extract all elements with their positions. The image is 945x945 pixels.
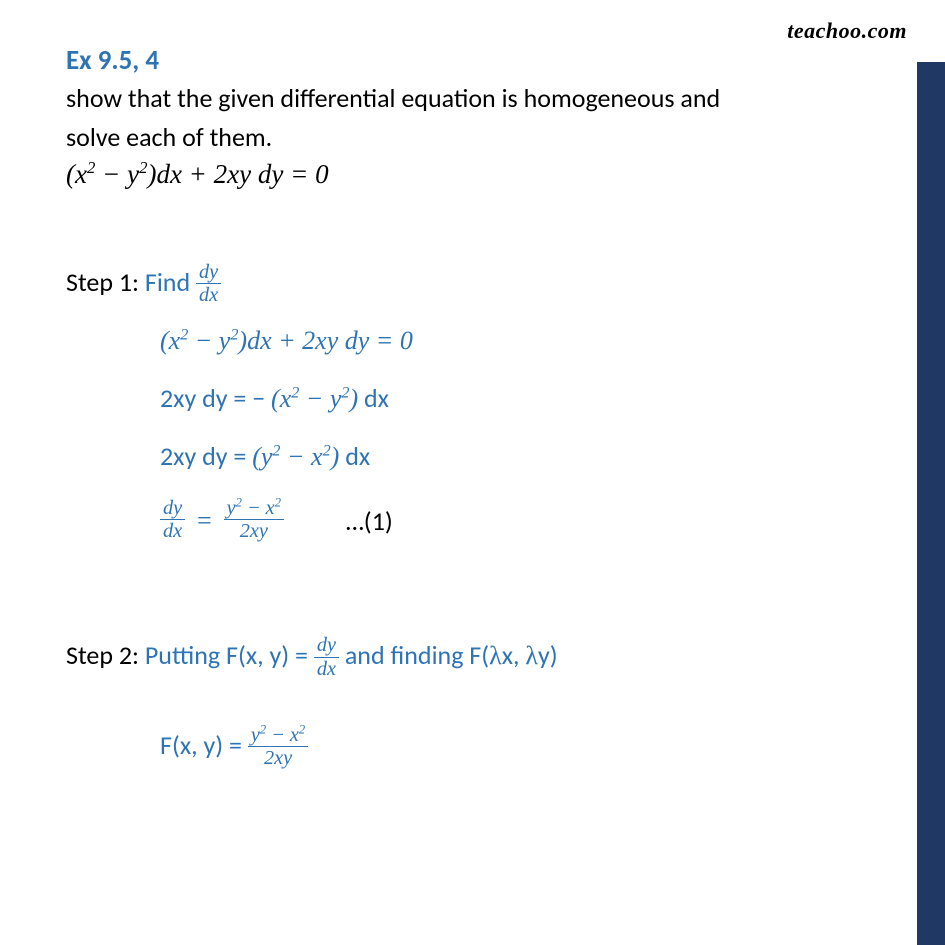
frac-den: dx xyxy=(196,283,221,307)
eq-part: ) xyxy=(349,384,358,413)
fxy-pre: F(x, y) = xyxy=(160,729,248,761)
step2-text: and finding F( xyxy=(339,639,489,671)
main-equation: (x2 − y2)dx + 2xy dy = 0 xyxy=(66,159,885,190)
lambda-symbol: λ xyxy=(489,641,502,670)
eq-pre: 2xy dy = xyxy=(160,440,252,472)
frac-den: dx xyxy=(314,657,339,681)
step2-text: y) xyxy=(538,639,558,671)
frac-num: y2 − x2 xyxy=(248,725,308,746)
eq-part: (x xyxy=(271,384,291,413)
step-label: Step 2: xyxy=(66,639,145,671)
lambda-symbol: λ xyxy=(525,641,538,670)
dy-dx-fraction: dy dx xyxy=(196,262,221,308)
eq-part: )dx + 2xy dy = 0 xyxy=(238,326,412,355)
eq-part: − x xyxy=(280,442,322,471)
eq-part: − y xyxy=(188,326,230,355)
eq-part: − y xyxy=(95,159,139,189)
intro-line-1: show that the given differential equatio… xyxy=(66,81,885,116)
dy-dx-fraction: dy dx xyxy=(160,498,185,544)
eq-part: − x xyxy=(266,724,299,746)
eq-sup: 2 xyxy=(275,495,281,509)
eq-part: − y xyxy=(299,384,341,413)
eq-part: )dx + 2xy dy = 0 xyxy=(147,159,328,189)
dy-dx-fraction: dy dx xyxy=(314,635,339,681)
eq-sup: 2 xyxy=(323,442,331,459)
rhs-fraction: y2 − x2 2xy xyxy=(248,725,308,771)
eq-part: (x xyxy=(160,326,180,355)
right-sidebar-strip xyxy=(917,62,945,945)
step2-text: Putting F(x, y) = xyxy=(145,639,314,671)
page-content: Ex 9.5, 4 show that the given differenti… xyxy=(0,0,945,771)
frac-den: 2xy xyxy=(248,746,308,770)
step1-eq1: (x2 − y2)dx + 2xy dy = 0 xyxy=(160,326,885,356)
equals-sign: = xyxy=(191,506,218,535)
eq-part: y xyxy=(227,497,236,519)
equation-ref: …(1) xyxy=(346,505,393,537)
frac-num: dy xyxy=(160,498,185,519)
frac-den: dx xyxy=(160,519,185,543)
eq-post: dx xyxy=(358,382,389,414)
frac-num: dy xyxy=(314,635,339,656)
step-find: Find xyxy=(145,266,196,298)
step1-eq4: dy dx = y2 − x2 2xy …(1) xyxy=(160,498,885,544)
frac-num: dy xyxy=(196,262,221,283)
watermark: teachoo.com xyxy=(787,18,907,44)
step-2-block: Step 2: Putting F(x, y) = dy dx and find… xyxy=(66,635,885,770)
step2-text: x, xyxy=(502,639,526,671)
step2-fxy-eq: F(x, y) = y2 − x2 2xy xyxy=(66,725,885,771)
step-1-heading: Step 1: Find dy dx xyxy=(66,262,885,308)
step1-eq2: 2xy dy = − (x2 − y2) dx xyxy=(160,382,885,414)
eq-part: − x xyxy=(242,497,275,519)
eq-part: (y xyxy=(252,442,272,471)
step-label: Step 1: xyxy=(66,266,145,298)
eq-sup: 2 xyxy=(299,722,305,736)
eq-pre: 2xy dy = − xyxy=(160,382,271,414)
intro-line-2: solve each of them. xyxy=(66,120,885,155)
frac-den: 2xy xyxy=(224,519,284,543)
eq-post: dx xyxy=(339,440,370,472)
step-1-equations: (x2 − y2)dx + 2xy dy = 0 2xy dy = − (x2 … xyxy=(66,326,885,544)
exercise-title: Ex 9.5, 4 xyxy=(66,44,885,77)
rhs-fraction: y2 − x2 2xy xyxy=(224,498,284,544)
frac-num: y2 − x2 xyxy=(224,498,284,519)
step1-eq3: 2xy dy = (y2 − x2) dx xyxy=(160,440,885,472)
eq-part: ) xyxy=(331,442,340,471)
eq-part: (x xyxy=(66,159,87,189)
eq-part: y xyxy=(251,724,260,746)
step-2-heading: Step 2: Putting F(x, y) = dy dx and find… xyxy=(66,635,885,681)
